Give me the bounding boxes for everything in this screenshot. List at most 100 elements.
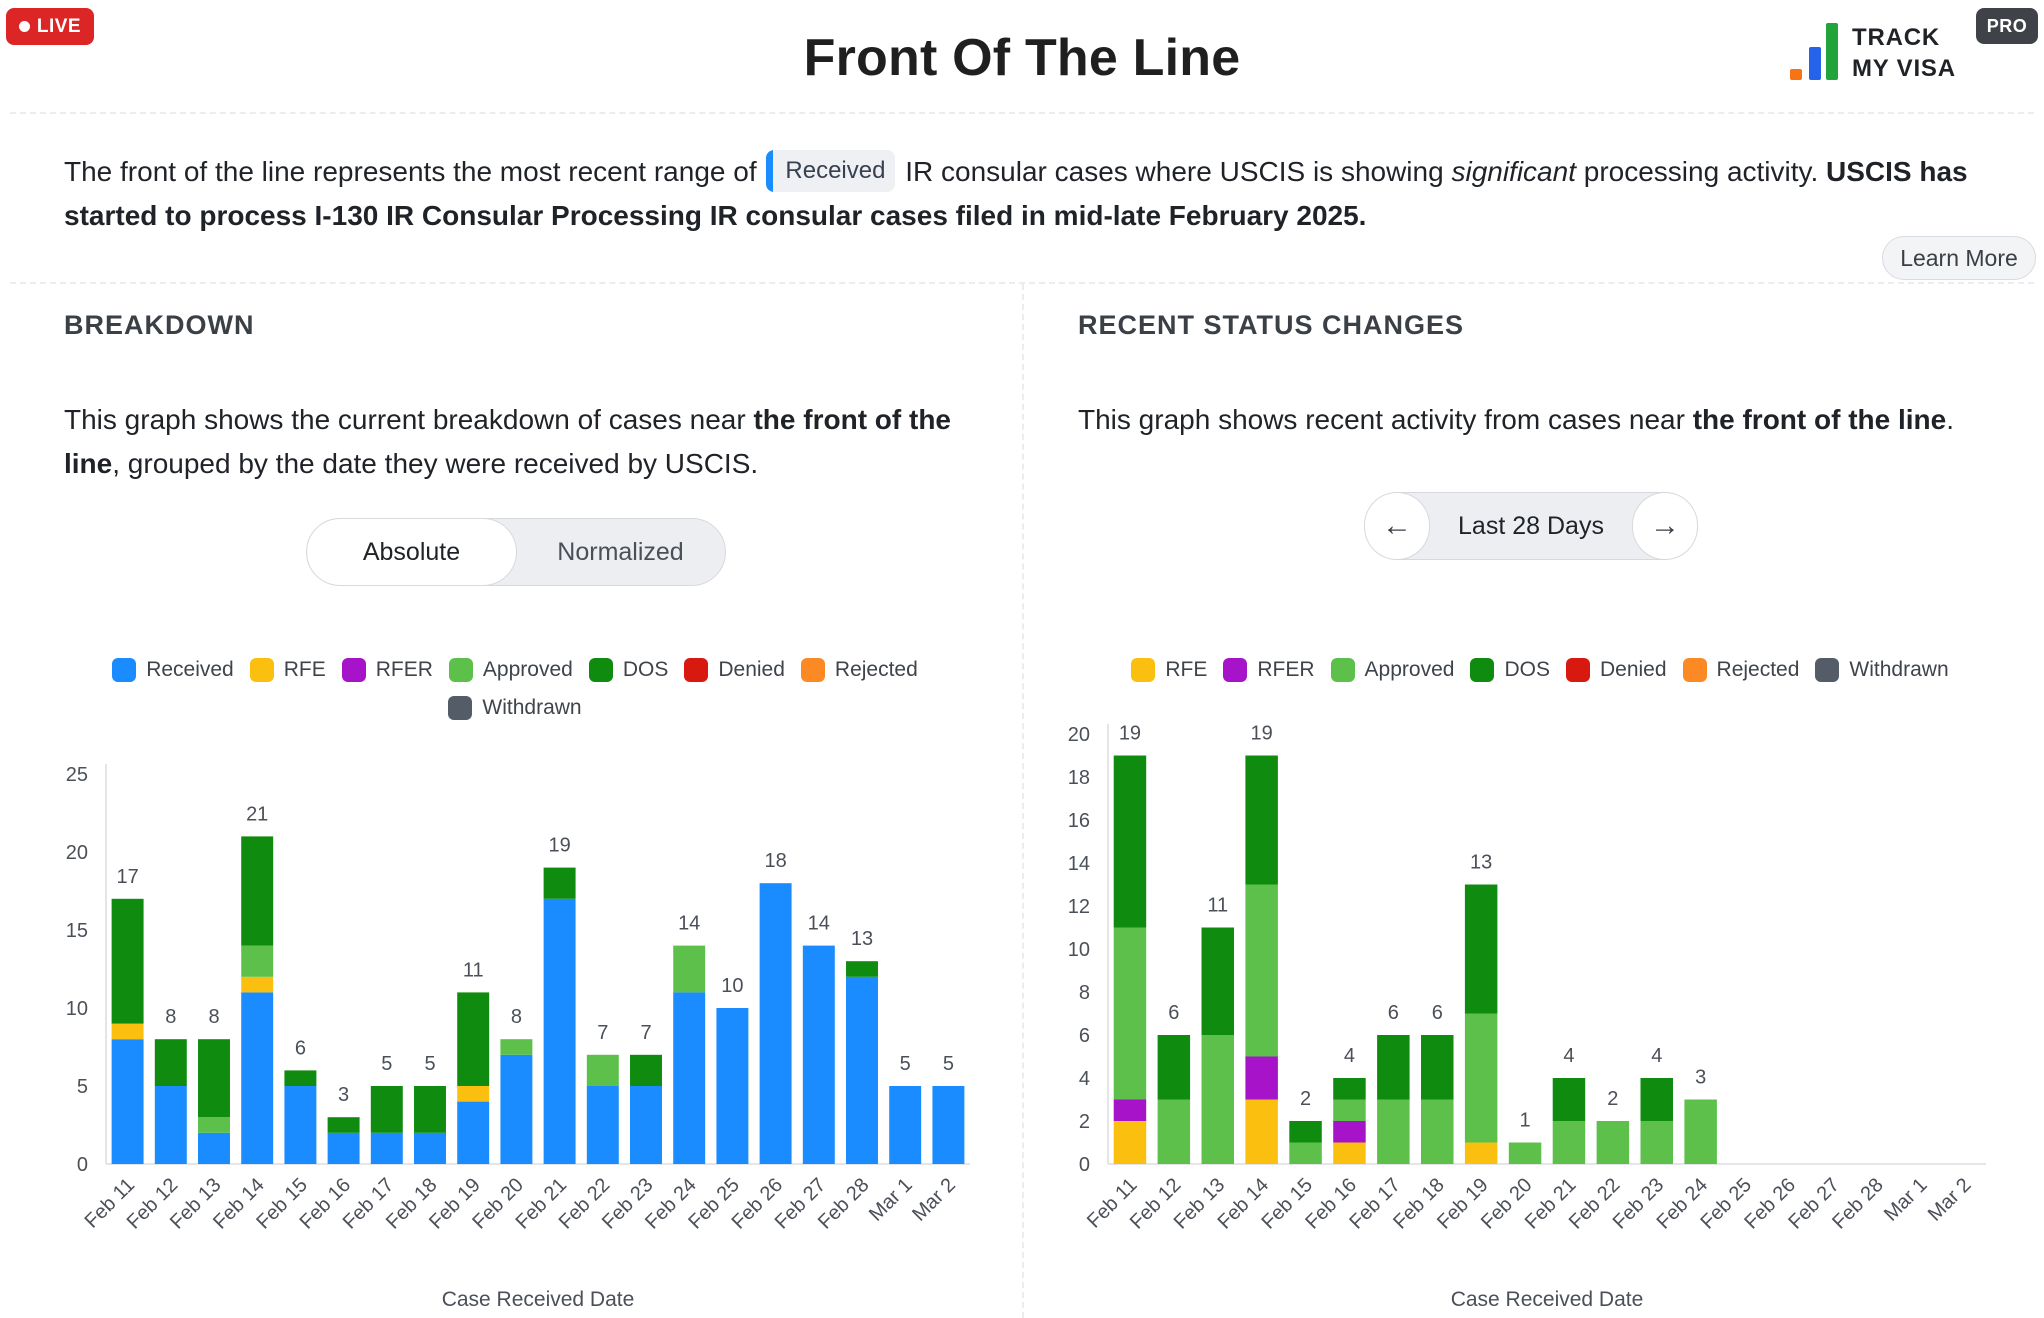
toggle-normalized[interactable]: Normalized	[557, 537, 684, 566]
legend-item-dos[interactable]: DOS	[588, 658, 668, 682]
legend-item-rfer[interactable]: RFER	[1223, 658, 1315, 682]
bar-segment-rfer-feb-16[interactable]	[1333, 1121, 1366, 1143]
bar-segment-received-feb-16[interactable]	[327, 1132, 360, 1164]
legend-item-dos[interactable]: DOS	[1470, 658, 1550, 682]
legend-item-received[interactable]: Received	[112, 658, 234, 682]
bar-segment-dos-feb-19[interactable]	[1464, 884, 1498, 1014]
bar-segment-approved-feb-21[interactable]	[1552, 1121, 1586, 1164]
bar-segment-dos-feb-18[interactable]	[1421, 1035, 1454, 1100]
bar-segment-rfer-feb-11[interactable]	[1113, 1099, 1147, 1122]
bar-segment-dos-feb-16[interactable]	[327, 1117, 360, 1133]
bar-segment-dos-feb-16[interactable]	[1333, 1078, 1366, 1100]
legend-item-denied[interactable]: Denied	[684, 658, 785, 682]
bar-segment-dos-feb-17[interactable]	[1377, 1035, 1410, 1100]
legend-item-rfe[interactable]: RFE	[1131, 658, 1207, 682]
bar-segment-approved-feb-15[interactable]	[1289, 1142, 1322, 1165]
bar-segment-dos-feb-12[interactable]	[154, 1039, 187, 1086]
bar-segment-rfe-feb-14[interactable]	[1245, 1099, 1278, 1165]
legend-item-denied[interactable]: Denied	[1565, 658, 1667, 682]
bar-segment-received-feb-20[interactable]	[500, 1054, 533, 1164]
bar-segment-received-mar-2[interactable]	[932, 1086, 965, 1164]
bar-segment-received-feb-27[interactable]	[802, 945, 835, 1164]
legend-item-rejected[interactable]: Rejected	[800, 658, 918, 682]
bar-segment-approved-feb-24[interactable]	[1684, 1099, 1717, 1165]
bar-segment-approved-feb-24[interactable]	[673, 945, 706, 993]
bar-segment-received-feb-11[interactable]	[111, 1039, 144, 1164]
bar-segment-received-feb-12[interactable]	[154, 1086, 187, 1164]
bar-segment-received-feb-22[interactable]	[586, 1086, 619, 1164]
bar-segment-received-feb-24[interactable]	[673, 992, 706, 1164]
bar-segment-rfe-feb-11[interactable]	[1113, 1121, 1147, 1164]
bar-segment-rfe-feb-14[interactable]	[241, 976, 274, 993]
legend-item-rejected[interactable]: Rejected	[1682, 658, 1799, 682]
track-my-visa-logo[interactable]: TRACK MY VISA	[1790, 22, 1970, 82]
bar-segment-rfe-feb-19[interactable]	[457, 1086, 490, 1102]
legend-item-rfer[interactable]: RFER	[341, 658, 433, 682]
bar-segment-received-feb-18[interactable]	[414, 1132, 446, 1164]
bar-segment-dos-feb-13[interactable]	[198, 1039, 230, 1118]
bar-segment-dos-feb-14[interactable]	[1245, 755, 1278, 885]
bar-segment-dos-feb-23[interactable]	[630, 1054, 662, 1086]
bar-segment-approved-feb-14[interactable]	[241, 945, 274, 977]
bar-segment-dos-feb-15[interactable]	[1289, 1121, 1322, 1143]
bar-segment-approved-feb-18[interactable]	[1421, 1099, 1454, 1165]
bar-segment-rfer-feb-14[interactable]	[1245, 1056, 1278, 1100]
bar-segment-dos-feb-18[interactable]	[414, 1086, 446, 1133]
bar-segment-dos-feb-11[interactable]	[1113, 755, 1147, 928]
bar-segment-dos-feb-23[interactable]	[1640, 1078, 1673, 1121]
bar-segment-approved-feb-20[interactable]	[500, 1039, 533, 1055]
legend-item-withdrawn[interactable]: Withdrawn	[1815, 658, 1949, 682]
bar-segment-rfe-feb-19[interactable]	[1464, 1142, 1498, 1165]
bar-segment-received-feb-28[interactable]	[846, 976, 878, 1164]
next-range-arrow-icon[interactable]: →	[1633, 493, 1697, 559]
bar-segment-dos-feb-14[interactable]	[241, 836, 274, 946]
bar-segment-approved-feb-13[interactable]	[198, 1117, 230, 1133]
learn-more-button[interactable]: Learn More	[1882, 236, 2036, 280]
previous-range-arrow-icon[interactable]: ←	[1365, 493, 1429, 559]
bar-segment-received-feb-21[interactable]	[543, 898, 576, 1164]
bar-segment-dos-feb-28[interactable]	[846, 961, 878, 977]
bar-segment-approved-feb-11[interactable]	[1113, 927, 1147, 1100]
bar-segment-approved-feb-22[interactable]	[1596, 1121, 1630, 1164]
toggle-absolute[interactable]: Absolute	[307, 519, 516, 585]
bar-total-label-feb-19: 11	[463, 959, 484, 981]
bar-segment-approved-feb-17[interactable]	[1377, 1099, 1410, 1165]
bar-segment-approved-feb-12[interactable]	[1157, 1099, 1191, 1165]
bar-segment-approved-feb-23[interactable]	[1640, 1121, 1673, 1164]
bar-segment-dos-feb-15[interactable]	[284, 1070, 317, 1086]
pro-badge[interactable]: PRO	[1976, 8, 2038, 44]
bar-segment-dos-feb-11[interactable]	[111, 898, 144, 1024]
legend-swatch-received	[112, 658, 137, 682]
bar-segment-dos-feb-13[interactable]	[1201, 927, 1234, 1036]
bar-segment-dos-feb-12[interactable]	[1157, 1035, 1191, 1100]
legend-item-rfe[interactable]: RFE	[249, 658, 326, 682]
bar-segment-approved-feb-22[interactable]	[586, 1054, 619, 1086]
bar-segment-dos-feb-17[interactable]	[370, 1086, 403, 1133]
legend-item-approved[interactable]: Approved	[448, 658, 573, 682]
bar-segment-rfe-feb-16[interactable]	[1333, 1142, 1366, 1165]
bar-segment-received-feb-25[interactable]	[716, 1008, 749, 1164]
bar-segment-approved-feb-19[interactable]	[1464, 1013, 1498, 1143]
bar-segment-approved-feb-13[interactable]	[1201, 1035, 1234, 1164]
bar-segment-dos-feb-21[interactable]	[543, 867, 576, 899]
bar-segment-approved-feb-20[interactable]	[1508, 1142, 1542, 1165]
bar-segment-received-mar-1[interactable]	[889, 1086, 922, 1164]
y-tick-label: 0	[1079, 1154, 1090, 1176]
legend-item-approved[interactable]: Approved	[1330, 658, 1454, 682]
bar-segment-received-feb-17[interactable]	[370, 1132, 403, 1164]
legend-label-denied: Denied	[1599, 658, 1667, 681]
bar-segment-approved-feb-14[interactable]	[1245, 884, 1278, 1057]
bar-segment-rfe-feb-11[interactable]	[111, 1023, 144, 1040]
bar-segment-received-feb-19[interactable]	[457, 1101, 490, 1164]
bar-segment-approved-feb-16[interactable]	[1333, 1099, 1366, 1122]
bar-segment-received-feb-14[interactable]	[241, 992, 274, 1164]
bar-segment-received-feb-15[interactable]	[284, 1086, 317, 1164]
bar-segment-received-feb-26[interactable]	[759, 883, 792, 1164]
legend-item-withdrawn[interactable]: Withdrawn	[448, 696, 582, 720]
date-range-label[interactable]: Last 28 Days	[1458, 511, 1604, 540]
bar-segment-received-feb-23[interactable]	[630, 1086, 662, 1164]
absolute-normalized-toggle[interactable]: Absolute Normalized	[306, 518, 726, 586]
bar-segment-received-feb-13[interactable]	[198, 1132, 230, 1164]
bar-segment-dos-feb-19[interactable]	[457, 992, 490, 1086]
bar-segment-dos-feb-21[interactable]	[1552, 1078, 1586, 1121]
